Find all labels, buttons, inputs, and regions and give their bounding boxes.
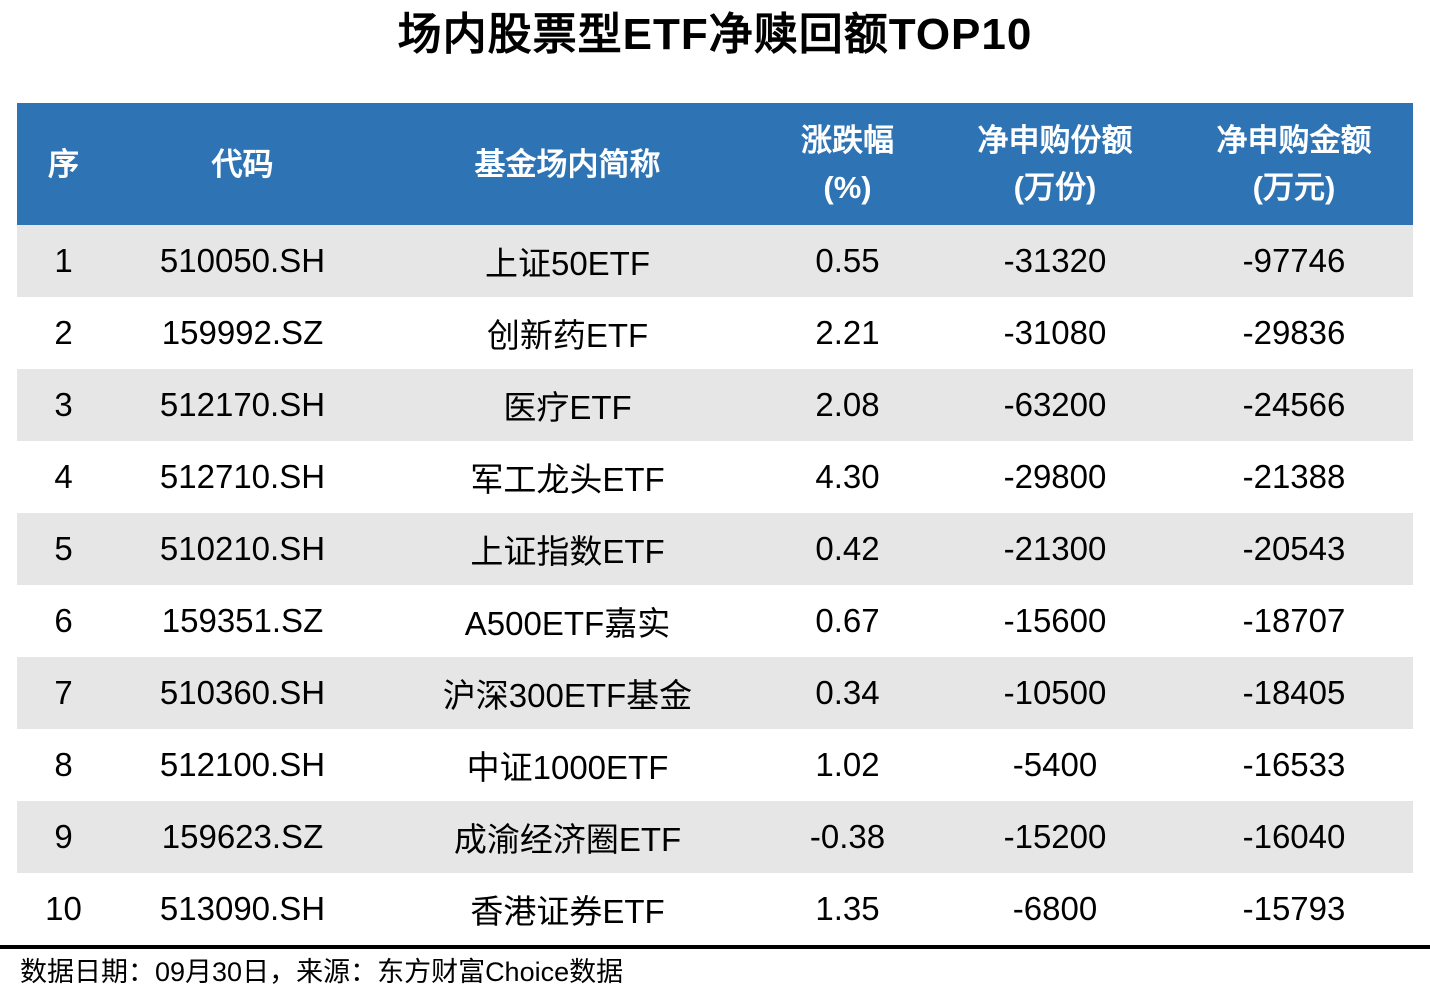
table-row: 1 510050.SH 上证50ETF 0.55 -31320 -97746 — [17, 225, 1413, 297]
cell-change-pct: 0.67 — [815, 602, 880, 639]
header-rank-label: 序 — [48, 146, 79, 182]
cell-net-amount: -29836 — [1242, 314, 1346, 351]
header-change-pct-unit: (%) — [823, 170, 872, 205]
cell-code: 512170.SH — [159, 386, 326, 423]
table-row: 8 512100.SH 中证1000ETF 1.02 -5400 -16533 — [17, 729, 1413, 801]
cell-fund-name: A500ETF嘉实 — [464, 605, 671, 642]
cell-fund-name: 香港证券ETF — [470, 893, 665, 930]
table-row: 5 510210.SH 上证指数ETF 0.42 -21300 -20543 — [17, 513, 1413, 585]
header-code: 代码 — [110, 103, 375, 225]
cell-code: 159623.SZ — [161, 818, 324, 855]
cell-change-pct: 0.55 — [815, 242, 880, 279]
cell-code: 159992.SZ — [161, 314, 324, 351]
cell-net-shares: -5400 — [1012, 746, 1098, 783]
cell-change-pct: 1.35 — [815, 890, 880, 927]
cell-change-pct: 2.21 — [815, 314, 880, 351]
cell-net-amount: -16040 — [1242, 818, 1346, 855]
cell-code: 510050.SH — [159, 242, 326, 279]
cell-code: 513090.SH — [159, 890, 326, 927]
cell-net-shares: -15200 — [1003, 818, 1107, 855]
table-row: 4 512710.SH 军工龙头ETF 4.30 -29800 -21388 — [17, 441, 1413, 513]
cell-net-amount: -97746 — [1242, 242, 1346, 279]
header-rank: 序 — [17, 103, 110, 225]
table-row: 9 159623.SZ 成渝经济圈ETF -0.38 -15200 -16040 — [17, 801, 1413, 873]
cell-code: 510210.SH — [159, 530, 326, 567]
table-row: 10 513090.SH 香港证券ETF 1.35 -6800 -15793 — [17, 873, 1413, 945]
cell-net-amount: -21388 — [1242, 458, 1346, 495]
cell-net-amount: -24566 — [1242, 386, 1346, 423]
table-row: 2 159992.SZ 创新药ETF 2.21 -31080 -29836 — [17, 297, 1413, 369]
cell-fund-name: 上证50ETF — [484, 245, 651, 282]
table-row: 3 512170.SH 医疗ETF 2.08 -63200 -24566 — [17, 369, 1413, 441]
cell-fund-name: 成渝经济圈ETF — [453, 821, 682, 858]
cell-change-pct: 1.02 — [815, 746, 880, 783]
header-change-pct-label: 涨跌幅 — [801, 123, 894, 158]
header-net-amount: 净申购金额 (万元) — [1175, 103, 1413, 225]
header-net-amount-label: 净申购金额 — [1216, 123, 1372, 158]
cell-change-pct: 0.34 — [815, 674, 880, 711]
etf-table: 序 代码 基金场内简称 涨跌幅 (%) 净申购份额 (万份) 净申购金额 (万元… — [17, 103, 1413, 945]
cell-net-shares: -15600 — [1003, 602, 1107, 639]
header-fund-name: 基金场内简称 — [375, 103, 760, 225]
cell-net-amount: -18707 — [1242, 602, 1346, 639]
cell-rank: 7 — [54, 674, 73, 711]
cell-net-shares: -31080 — [1003, 314, 1107, 351]
header-fund-name-label: 基金场内简称 — [474, 146, 661, 182]
cell-net-amount: -20543 — [1242, 530, 1346, 567]
cell-fund-name: 沪深300ETF基金 — [442, 677, 693, 714]
header-net-amount-unit: (万元) — [1252, 170, 1336, 205]
header-net-shares: 净申购份额 (万份) — [935, 103, 1175, 225]
cell-fund-name: 军工龙头ETF — [470, 461, 665, 498]
cell-change-pct: -0.38 — [809, 818, 886, 855]
table-row: 6 159351.SZ A500ETF嘉实 0.67 -15600 -18707 — [17, 585, 1413, 657]
cell-change-pct: 2.08 — [815, 386, 880, 423]
source-note: 数据日期：09月30日，来源：东方财富Choice数据 — [20, 957, 624, 987]
cell-net-shares: -63200 — [1003, 386, 1107, 423]
cell-rank: 4 — [54, 458, 73, 495]
cell-code: 512100.SH — [159, 746, 326, 783]
cell-net-amount: -18405 — [1242, 674, 1346, 711]
cell-net-shares: -6800 — [1012, 890, 1098, 927]
cell-net-shares: -29800 — [1003, 458, 1107, 495]
header-code-label: 代码 — [211, 146, 274, 182]
cell-net-shares: -21300 — [1003, 530, 1107, 567]
cell-code: 510360.SH — [159, 674, 326, 711]
cell-rank: 10 — [45, 890, 82, 927]
cell-rank: 5 — [54, 530, 73, 567]
cell-fund-name: 医疗ETF — [503, 389, 632, 426]
cell-code: 512710.SH — [159, 458, 326, 495]
cell-rank: 8 — [54, 746, 73, 783]
cell-net-amount: -15793 — [1242, 890, 1346, 927]
cell-net-amount: -16533 — [1242, 746, 1346, 783]
cell-fund-name: 中证1000ETF — [466, 749, 669, 786]
table-header-row: 序 代码 基金场内简称 涨跌幅 (%) 净申购份额 (万份) 净申购金额 (万元… — [17, 103, 1413, 225]
cell-rank: 3 — [54, 386, 73, 423]
cell-net-shares: -31320 — [1003, 242, 1107, 279]
cell-change-pct: 0.42 — [815, 530, 880, 567]
divider-rule — [0, 945, 1430, 949]
cell-net-shares: -10500 — [1003, 674, 1107, 711]
cell-code: 159351.SZ — [161, 602, 324, 639]
cell-rank: 6 — [54, 602, 73, 639]
cell-fund-name: 上证指数ETF — [470, 533, 665, 570]
cell-rank: 9 — [54, 818, 73, 855]
header-net-shares-label: 净申购份额 — [977, 123, 1133, 158]
cell-rank: 2 — [54, 314, 73, 351]
cell-rank: 1 — [54, 242, 73, 279]
header-change-pct: 涨跌幅 (%) — [760, 103, 935, 225]
cell-fund-name: 创新药ETF — [486, 317, 649, 354]
header-net-shares-unit: (万份) — [1013, 170, 1097, 205]
table-row: 7 510360.SH 沪深300ETF基金 0.34 -10500 -1840… — [17, 657, 1413, 729]
cell-change-pct: 4.30 — [815, 458, 880, 495]
page-title: 场内股票型ETF净赎回额TOP10 — [397, 10, 1033, 59]
